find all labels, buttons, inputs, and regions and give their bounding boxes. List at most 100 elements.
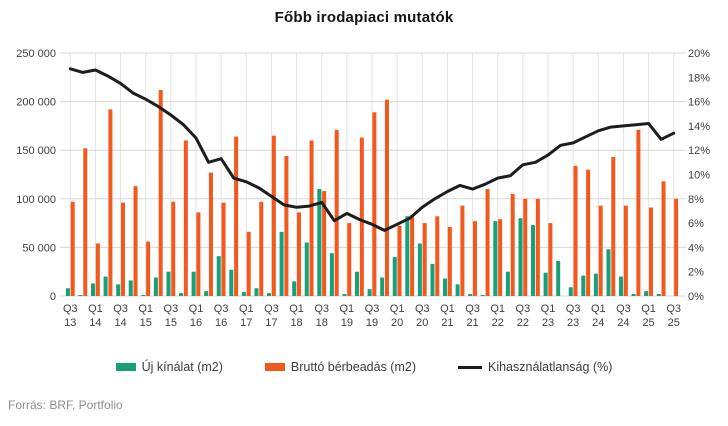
bar-gross-leasing-Q3-16	[221, 202, 226, 296]
x-axis-tick-label: Q1 20	[390, 303, 405, 329]
x-axis-tick-label: Q1 19	[340, 303, 355, 329]
bar-new-supply-Q4-18	[329, 253, 334, 296]
bar-new-supply-Q2-17	[254, 288, 259, 296]
left-axis-tick-label: 200 000	[16, 97, 56, 109]
x-axis-tick-label: Q3 20	[415, 303, 430, 329]
chart-title: Főbb irodapiaci mutatók	[274, 9, 454, 26]
right-axis-tick-label: 10%	[688, 170, 710, 182]
bar-new-supply-Q1-16	[191, 271, 196, 296]
bar-new-supply-Q3-15	[166, 271, 171, 296]
bar-new-supply-Q4-19	[380, 277, 385, 296]
bar-new-supply-Q3-18	[317, 189, 322, 296]
x-axis-tick-label: Q3 23	[566, 303, 581, 329]
bar-new-supply-Q2-25	[656, 294, 661, 296]
bar-new-supply-Q3-21	[468, 294, 473, 296]
bar-gross-leasing-Q4-21	[485, 189, 490, 296]
bar-new-supply-Q2-23	[556, 261, 561, 296]
bar-new-supply-Q1-21	[443, 278, 448, 296]
right-axis-tick-label: 2%	[688, 267, 704, 279]
bar-gross-leasing-Q2-24	[611, 157, 616, 296]
bar-new-supply-Q4-22	[531, 225, 536, 296]
x-axis-tick-label: Q3 18	[314, 303, 329, 329]
bar-gross-leasing-Q4-15	[183, 140, 188, 296]
x-axis-tick-label: Q1 24	[591, 303, 606, 329]
bar-new-supply-Q1-22	[493, 221, 498, 296]
bar-gross-leasing-Q2-22	[510, 193, 515, 296]
bar-gross-leasing-Q3-15	[171, 201, 176, 296]
right-axis-tick-label: 8%	[688, 194, 704, 206]
x-axis-tick-label: Q1 22	[490, 303, 505, 329]
x-axis-tick-label: Q1 25	[641, 303, 656, 329]
right-axis-tick-label: 14%	[688, 121, 710, 133]
bar-gross-leasing-Q3-13	[70, 201, 75, 296]
left-axis-tick-label: 0	[50, 291, 56, 303]
bar-new-supply-Q1-20	[392, 257, 397, 296]
bar-new-supply-Q1-19	[342, 294, 347, 296]
x-axis-tick-label: Q1 21	[440, 303, 455, 329]
bar-new-supply-Q2-21	[455, 284, 460, 296]
bar-gross-leasing-Q3-25	[674, 198, 679, 296]
bar-gross-leasing-Q1-25	[648, 207, 653, 296]
bar-gross-leasing-Q1-20	[397, 226, 402, 296]
left-axis-tick-label: 250 000	[16, 48, 56, 60]
bar-new-supply-Q3-22	[518, 218, 523, 296]
bar-gross-leasing-Q1-15	[146, 241, 151, 296]
bar-gross-leasing-Q2-17	[259, 201, 264, 296]
bar-gross-leasing-Q4-18	[334, 129, 339, 296]
legend-item-vacancy: Kihasználatlanság (%)	[457, 360, 613, 374]
bar-gross-leasing-Q1-23	[548, 223, 553, 296]
right-axis-tick-label: 6%	[688, 218, 704, 230]
legend-item-new-supply: Új kínálat (m2)	[115, 360, 223, 374]
bar-new-supply-Q1-17	[241, 292, 246, 296]
legend-label-vacancy: Kihasználatlanság (%)	[487, 360, 613, 374]
x-axis-tick-label: Q3 15	[164, 303, 179, 329]
x-axis-tick-label: Q1 23	[541, 303, 556, 329]
gross-leasing-swatch-icon	[264, 363, 285, 371]
x-axis-tick-label: Q3 13	[63, 303, 78, 329]
bar-gross-leasing-Q1-18	[296, 212, 301, 296]
bar-gross-leasing-Q3-22	[523, 198, 528, 296]
bar-gross-leasing-Q1-21	[447, 226, 452, 296]
bar-gross-leasing-Q2-19	[359, 137, 364, 296]
x-axis-tick-label: Q1 18	[289, 303, 304, 329]
bar-gross-leasing-Q2-20	[410, 215, 415, 296]
bar-new-supply-Q3-16	[216, 256, 221, 296]
bar-new-supply-Q3-23	[568, 287, 573, 296]
chart-legend: Új kínálat (m2) Bruttó bérbeadás (m2) Ki…	[0, 360, 728, 374]
x-axis-tick-label: Q3 16	[214, 303, 229, 329]
right-axis-tick-label: 20%	[688, 48, 710, 60]
bar-new-supply-Q4-13	[78, 295, 83, 296]
x-axis-tick-label: Q1 14	[88, 303, 103, 329]
chart-plot-area: 0 50 000 100 000 150 000 200 000 250 000 0% 2% 4…	[16, 48, 710, 329]
x-axis-tick-label: Q3 24	[616, 303, 631, 329]
bar-new-supply-Q3-20	[417, 243, 422, 296]
bar-gross-leasing-Q3-19	[372, 112, 377, 297]
x-axis-tick-label: Q1 15	[138, 303, 153, 329]
bar-new-supply-Q1-18	[292, 281, 297, 296]
bar-gross-leasing-Q3-24	[623, 205, 628, 296]
bar-new-supply-Q2-24	[606, 249, 611, 296]
bar-new-supply-Q3-19	[367, 289, 372, 296]
bar-gross-leasing-Q4-20	[435, 216, 440, 296]
legend-label-new-supply: Új kínálat (m2)	[141, 360, 223, 374]
bar-gross-leasing-Q1-22	[498, 219, 503, 296]
bar-gross-leasing-Q2-21	[460, 205, 465, 296]
bar-gross-leasing-Q3-23	[573, 165, 578, 296]
bar-new-supply-Q3-17	[267, 293, 272, 296]
source-credit: Forrás: BRF, Portfolio	[8, 398, 123, 412]
bar-gross-leasing-Q3-21	[472, 221, 477, 296]
legend-item-gross-leasing: Bruttó bérbeadás (m2)	[264, 360, 416, 374]
bar-gross-leasing-Q1-14	[95, 243, 100, 296]
bar-new-supply-Q2-19	[355, 271, 360, 296]
bar-gross-leasing-Q3-18	[322, 191, 327, 296]
new-supply-swatch-icon	[115, 363, 136, 371]
bar-gross-leasing-Q3-14	[120, 202, 125, 296]
bar-new-supply-Q4-23	[581, 275, 586, 296]
bar-gross-leasing-Q4-23	[586, 169, 591, 296]
bar-new-supply-Q2-20	[405, 216, 410, 296]
bar-gross-leasing-Q4-13	[83, 148, 88, 296]
left-axis-tick-label: 50 000	[22, 242, 56, 254]
x-axis-tick-label: Q3 19	[365, 303, 380, 329]
bar-gross-leasing-Q4-19	[384, 99, 389, 296]
x-axis-tick-label: Q3 21	[465, 303, 480, 329]
